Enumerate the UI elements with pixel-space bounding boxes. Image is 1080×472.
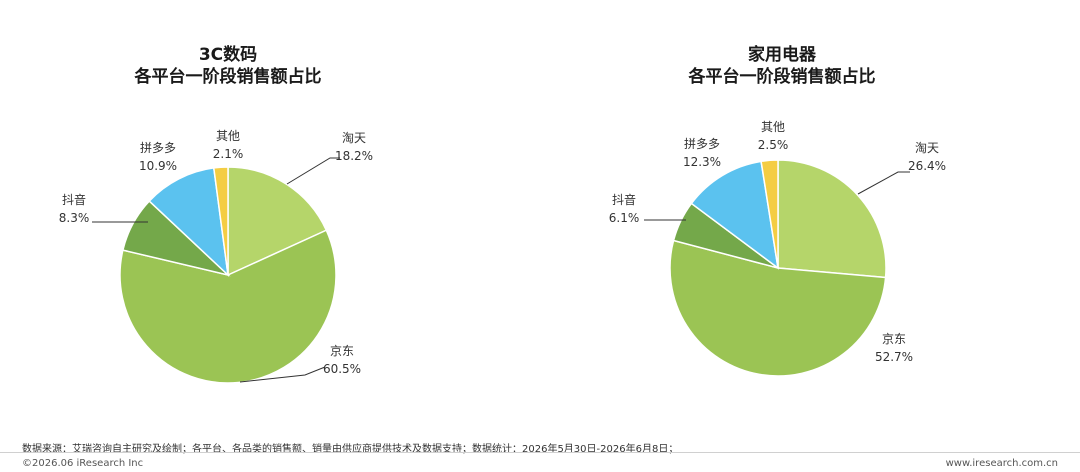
slice-value-0-3: 10.9% xyxy=(139,159,177,173)
footer-url[interactable]: www.iresearch.com.cn xyxy=(945,458,1058,469)
footer-divider xyxy=(0,452,1080,453)
slice-value-1-3: 12.3% xyxy=(683,155,721,169)
slice-value-1-2: 6.1% xyxy=(609,211,640,225)
slice-label-1-3: 拼多多 xyxy=(684,137,720,151)
pie-slice-0-4 xyxy=(212,166,229,276)
chart-title-3c: 3C数码 各平台一阶段销售额占比 xyxy=(68,44,388,88)
slice-value-1-0: 26.4% xyxy=(908,159,946,173)
chart-title-appliance: 家用电器 各平台一阶段销售额占比 xyxy=(622,44,942,88)
chart-title-line-2: 各平台一阶段销售额占比 xyxy=(688,67,876,87)
slice-label-1-0: 淘天 xyxy=(915,141,939,155)
chart-title-line-1: 3C数码 xyxy=(198,45,258,65)
footer-source: 数据来源：艾瑞咨询自主研究及绘制；各平台、各品类的销售额、销量由供应商提供技术及… xyxy=(22,444,679,455)
pie-slice-0-3 xyxy=(148,167,230,277)
slice-label-0-2: 抖音 xyxy=(62,192,86,207)
pie-slice-0-0 xyxy=(227,166,328,277)
slice-label-1-2: 抖音 xyxy=(612,192,636,207)
pie-charts: 淘天 18.2% 京东 60.5% 抖音 8.3% 拼多多 10.9% 其他 2.1% 淘天 26.4… xyxy=(59,120,946,384)
slice-value-0-4: 2.1% xyxy=(213,147,244,161)
pie-slice-1-3 xyxy=(690,160,780,270)
slice-label-0-3: 拼多多 xyxy=(140,141,176,155)
slice-label-1-1: 京东 xyxy=(882,332,906,346)
leader-line-0-0 xyxy=(286,157,340,185)
chart-title-line-2: 各平台一阶段销售额占比 xyxy=(134,67,322,87)
pie-slice-1-1 xyxy=(669,239,887,377)
footer-copyright: ©2026.06 iResearch Inc xyxy=(22,458,144,469)
chart-title-line-1: 家用电器 xyxy=(748,45,816,65)
slice-value-1-1: 52.7% xyxy=(875,350,913,364)
slice-label-0-1: 京东 xyxy=(330,344,354,358)
slice-value-0-2: 8.3% xyxy=(59,211,90,225)
slice-value-0-1: 60.5% xyxy=(323,362,361,376)
leader-line-0-1 xyxy=(239,366,326,383)
slice-label-0-0: 淘天 xyxy=(342,131,366,145)
leader-line-1-0 xyxy=(857,171,910,195)
slice-value-0-0: 18.2% xyxy=(335,149,373,163)
slice-label-1-4: 其他 xyxy=(761,120,785,134)
pie-slice-1-0 xyxy=(777,159,887,279)
pie-slice-0-1 xyxy=(119,229,337,384)
pie-slice-1-4 xyxy=(760,159,779,269)
slice-value-1-4: 2.5% xyxy=(758,138,789,152)
slice-label-0-4: 其他 xyxy=(216,129,240,143)
